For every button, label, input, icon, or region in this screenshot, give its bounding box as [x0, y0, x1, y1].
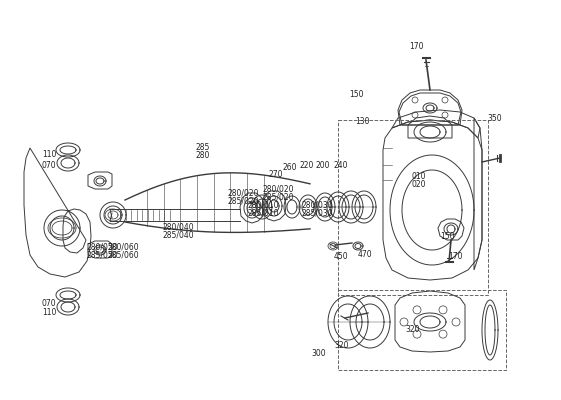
Text: 280/020: 280/020 [228, 189, 260, 198]
Text: 280: 280 [196, 151, 210, 160]
Text: 280/040: 280/040 [163, 223, 195, 232]
Text: 070: 070 [42, 299, 57, 308]
Text: 170: 170 [409, 42, 424, 51]
Text: 200: 200 [316, 161, 330, 170]
Text: 285/040: 285/040 [163, 231, 195, 240]
Text: 240: 240 [334, 161, 348, 170]
Text: 320: 320 [405, 325, 420, 334]
Text: 300: 300 [311, 349, 325, 358]
Text: 280/020: 280/020 [263, 185, 295, 194]
Text: 170: 170 [448, 252, 462, 261]
Text: 470: 470 [358, 250, 373, 259]
Text: 280/010: 280/010 [248, 200, 279, 209]
Bar [338, 290, 506, 370]
Text: 285/050: 285/050 [87, 251, 118, 260]
Text: 110: 110 [42, 308, 56, 317]
Text: 350: 350 [487, 114, 502, 123]
Text: 285/030: 285/030 [302, 208, 334, 217]
Text: 280/060: 280/060 [108, 243, 140, 252]
Text: 070: 070 [42, 161, 57, 170]
Text: 285/020: 285/020 [263, 193, 295, 202]
Text: 320: 320 [334, 341, 348, 350]
Text: 110: 110 [42, 150, 56, 159]
Text: 280/050: 280/050 [87, 243, 118, 252]
Text: 450: 450 [334, 252, 348, 261]
Text: 285/010: 285/010 [248, 208, 279, 217]
Text: 260: 260 [283, 163, 297, 172]
Text: 280/030: 280/030 [302, 200, 334, 209]
Text: 220: 220 [300, 161, 314, 170]
Bar [338, 120, 488, 295]
Text: 285/020: 285/020 [228, 197, 260, 206]
Text: 150: 150 [440, 232, 454, 241]
Text: 010: 010 [412, 172, 426, 181]
Text: 130: 130 [355, 117, 370, 126]
Text: 270: 270 [269, 170, 283, 179]
Text: 150: 150 [349, 90, 364, 99]
Text: 020: 020 [412, 180, 426, 189]
Text: 285: 285 [196, 143, 210, 152]
Text: 285/060: 285/060 [108, 251, 140, 260]
